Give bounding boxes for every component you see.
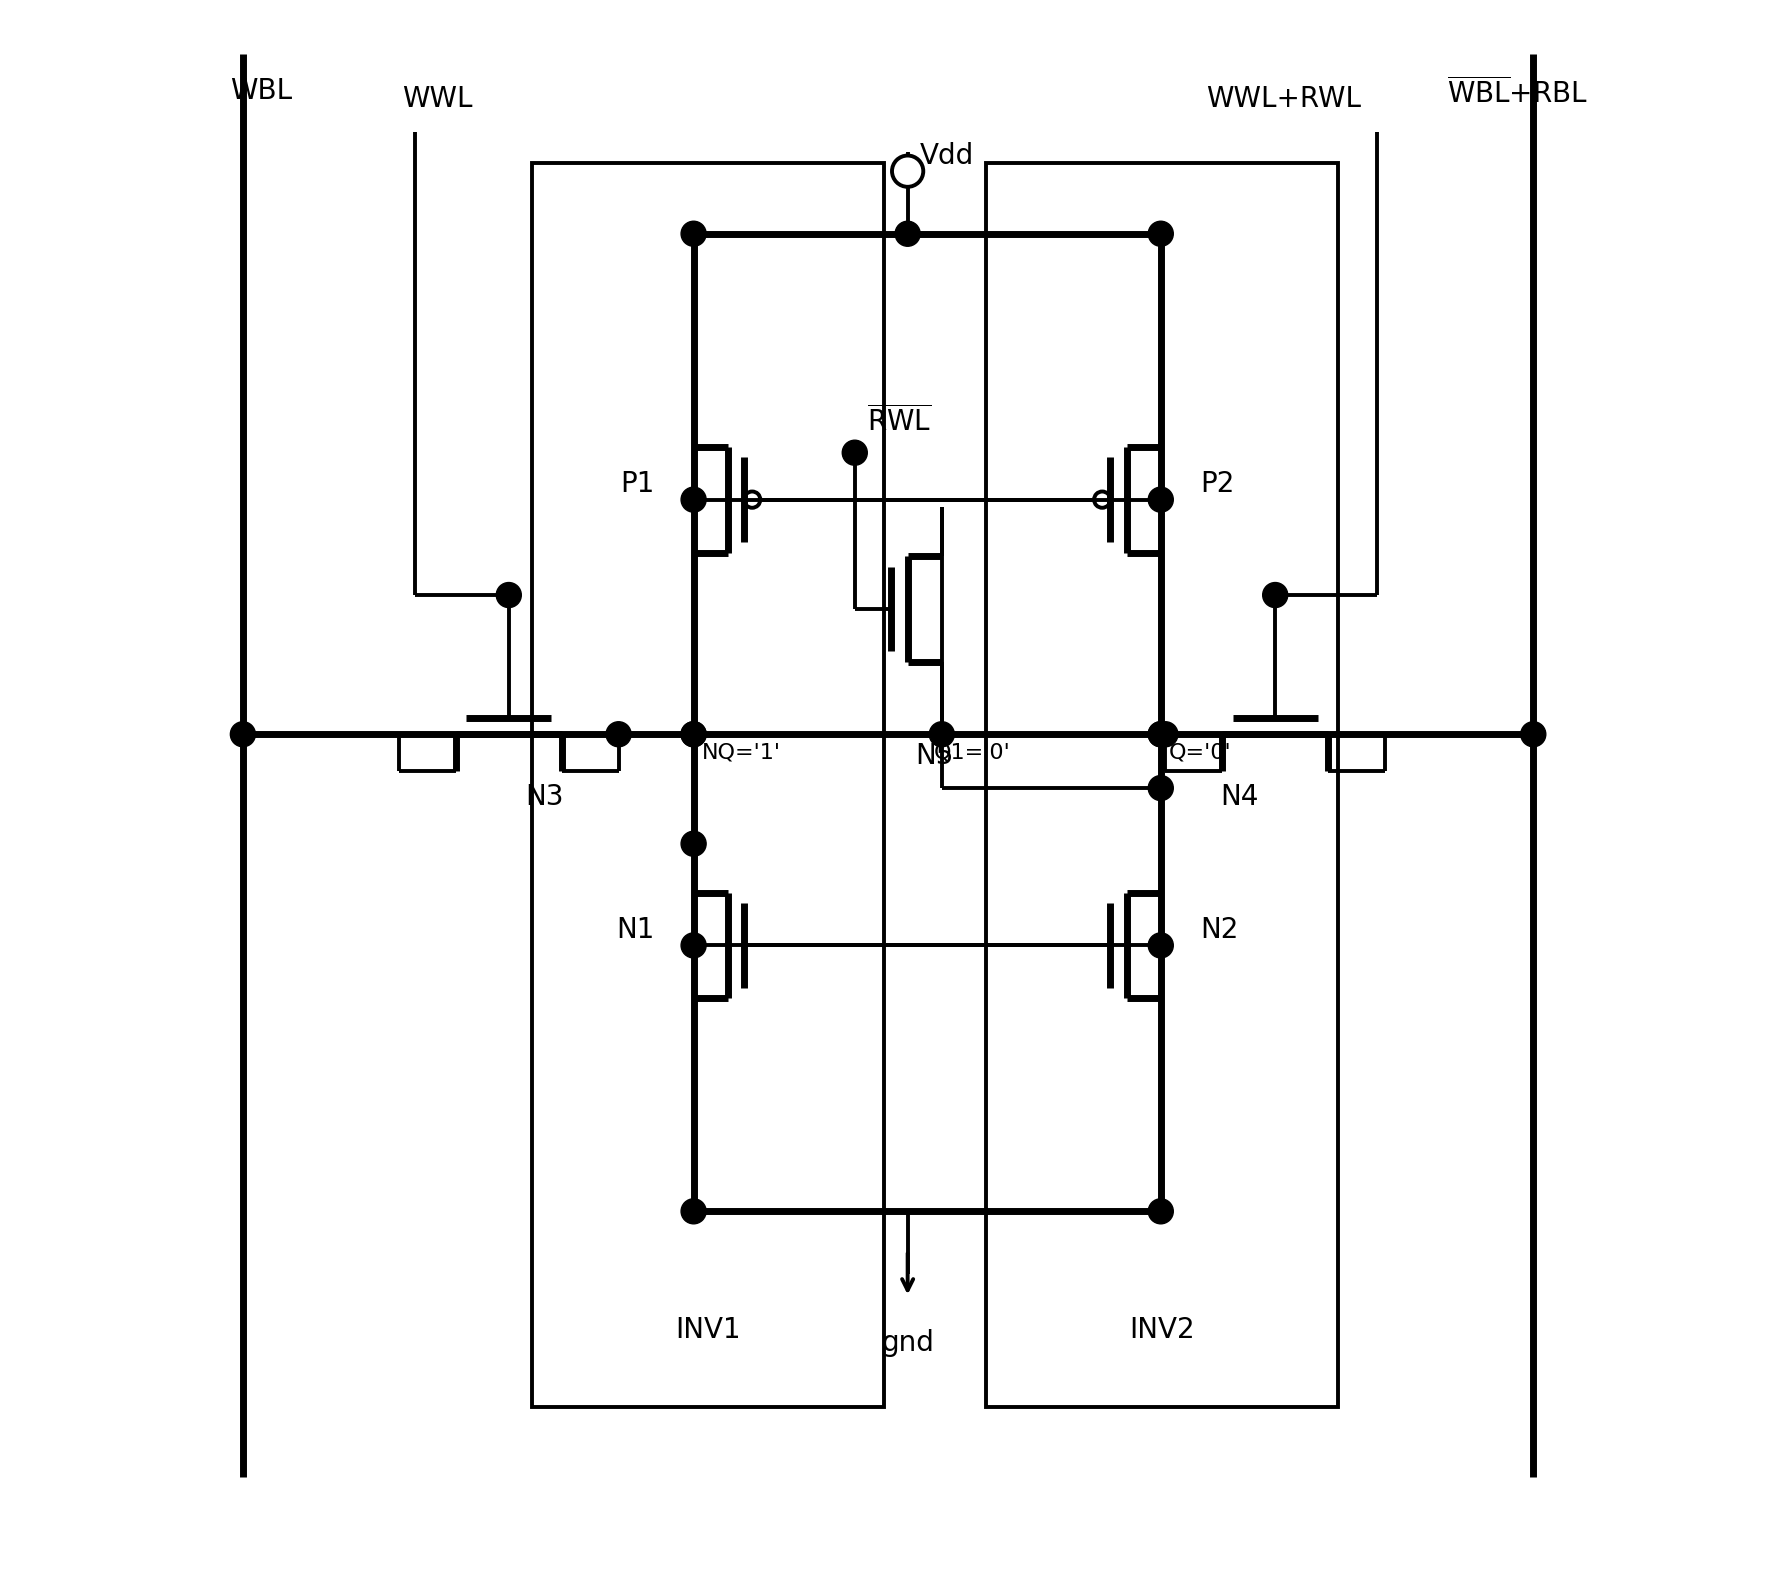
Text: gnd: gnd [881, 1329, 935, 1357]
Circle shape [1149, 721, 1174, 746]
Circle shape [607, 721, 632, 746]
Text: N1: N1 [615, 915, 655, 944]
Text: NQ='1': NQ='1' [701, 742, 780, 762]
Text: WWL+RWL: WWL+RWL [1206, 85, 1361, 114]
Circle shape [1149, 1199, 1174, 1225]
Circle shape [1263, 582, 1288, 608]
Circle shape [681, 721, 706, 746]
Circle shape [1149, 775, 1174, 800]
Text: INV2: INV2 [1129, 1316, 1195, 1344]
Circle shape [1152, 721, 1177, 746]
Text: $\overline{\rm RWL}$: $\overline{\rm RWL}$ [867, 406, 931, 437]
Bar [987, 164, 1338, 1408]
Text: WBL: WBL [230, 77, 293, 106]
Circle shape [681, 721, 706, 746]
Text: N3: N3 [524, 783, 564, 811]
Bar [532, 164, 885, 1408]
Circle shape [1149, 721, 1174, 746]
Text: Vdd: Vdd [921, 142, 974, 169]
Circle shape [496, 582, 521, 608]
Circle shape [1520, 721, 1545, 746]
Circle shape [1149, 488, 1174, 513]
Circle shape [929, 721, 954, 746]
Circle shape [681, 832, 706, 857]
Text: $\overline{\rm WBL}$+RBL: $\overline{\rm WBL}$+RBL [1447, 77, 1588, 109]
Circle shape [1149, 933, 1174, 958]
Circle shape [681, 221, 706, 246]
Circle shape [230, 721, 255, 746]
Circle shape [896, 221, 921, 246]
Text: INV1: INV1 [676, 1316, 740, 1344]
Circle shape [681, 488, 706, 513]
Text: N4: N4 [1220, 783, 1260, 811]
Text: WWL: WWL [403, 85, 473, 114]
Circle shape [681, 1199, 706, 1225]
Text: N2: N2 [1201, 915, 1238, 944]
Text: N5: N5 [915, 742, 954, 770]
Circle shape [681, 933, 706, 958]
Circle shape [892, 156, 924, 186]
Text: P1: P1 [621, 470, 655, 499]
Text: Q='0': Q='0' [1169, 742, 1231, 762]
Text: Q1='0': Q1='0' [935, 742, 1012, 762]
Text: P2: P2 [1201, 470, 1235, 499]
Circle shape [842, 440, 867, 466]
Circle shape [1149, 221, 1174, 246]
